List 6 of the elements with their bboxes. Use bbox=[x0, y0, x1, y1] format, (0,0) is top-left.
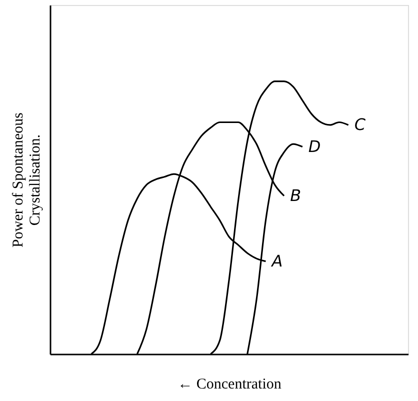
y-axis-title: Power of Spontaneous Crystallisation. bbox=[10, 112, 44, 248]
series-label: A bbox=[270, 251, 283, 270]
series-label: D bbox=[308, 136, 321, 156]
series-label: B bbox=[290, 186, 302, 205]
x-axis-title: ← Concentration bbox=[178, 376, 282, 392]
series-label: C bbox=[354, 114, 366, 134]
